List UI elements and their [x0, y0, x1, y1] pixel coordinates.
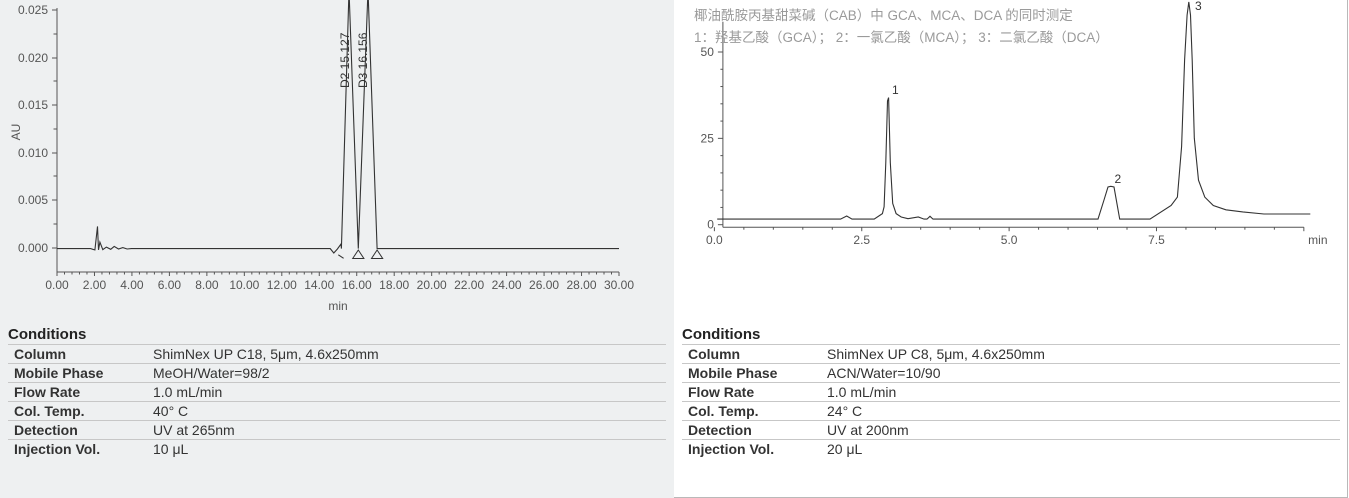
svg-text:28.00: 28.00 — [567, 278, 597, 292]
svg-text:0.015: 0.015 — [18, 98, 48, 112]
svg-text:5.0: 5.0 — [1001, 233, 1018, 247]
svg-text:min: min — [1308, 233, 1327, 247]
svg-text:20.00: 20.00 — [417, 278, 447, 292]
svg-text:22.00: 22.00 — [454, 278, 484, 292]
svg-text:1：羟基乙酸（GCA）； 2：一氯乙酸（MCA）； 3：: 1：羟基乙酸（GCA）； 2：一氯乙酸（MCA）； 3：二氯乙酸（DCA） — [694, 29, 1109, 46]
svg-text:14.00: 14.00 — [304, 278, 334, 292]
svg-text:16.00: 16.00 — [342, 278, 372, 292]
svg-text:2.00: 2.00 — [83, 278, 107, 292]
svg-text:椰油酰胺丙基甜菜碱（CAB）中 GCA、MCA、DCA 的同: 椰油酰胺丙基甜菜碱（CAB）中 GCA、MCA、DCA 的同时测定 — [694, 7, 1073, 23]
svg-text:2: 2 — [1115, 172, 1122, 186]
svg-text:4.00: 4.00 — [120, 278, 144, 292]
svg-text:8.00: 8.00 — [195, 278, 219, 292]
svg-text:0.025: 0.025 — [18, 3, 48, 17]
svg-text:25: 25 — [701, 131, 715, 145]
svg-text:1: 1 — [892, 83, 899, 97]
svg-text:30.00: 30.00 — [604, 278, 634, 292]
svg-text:0.010: 0.010 — [18, 146, 48, 160]
svg-text:0.0: 0.0 — [706, 233, 723, 247]
svg-text:24.00: 24.00 — [492, 278, 522, 292]
svg-text:0.020: 0.020 — [18, 51, 48, 65]
svg-text:26.00: 26.00 — [529, 278, 559, 292]
svg-text:min: min — [328, 299, 347, 313]
svg-text:2.5: 2.5 — [853, 233, 870, 247]
svg-text:6.00: 6.00 — [158, 278, 182, 292]
svg-text:7.5: 7.5 — [1148, 233, 1165, 247]
svg-text:12.00: 12.00 — [267, 278, 297, 292]
svg-text:0: 0 — [707, 218, 714, 232]
svg-text:D2 15.127: D2 15.127 — [338, 32, 352, 88]
svg-text:0.000: 0.000 — [18, 241, 48, 255]
svg-text:10.00: 10.00 — [229, 278, 259, 292]
svg-text:0.005: 0.005 — [18, 193, 48, 207]
svg-text:18.00: 18.00 — [379, 278, 409, 292]
svg-text:3: 3 — [1195, 0, 1202, 13]
svg-text:50: 50 — [701, 45, 715, 59]
svg-text:0.00: 0.00 — [45, 278, 69, 292]
svg-text:D3 16.156: D3 16.156 — [356, 32, 370, 88]
svg-text:AU: AU — [9, 124, 23, 141]
